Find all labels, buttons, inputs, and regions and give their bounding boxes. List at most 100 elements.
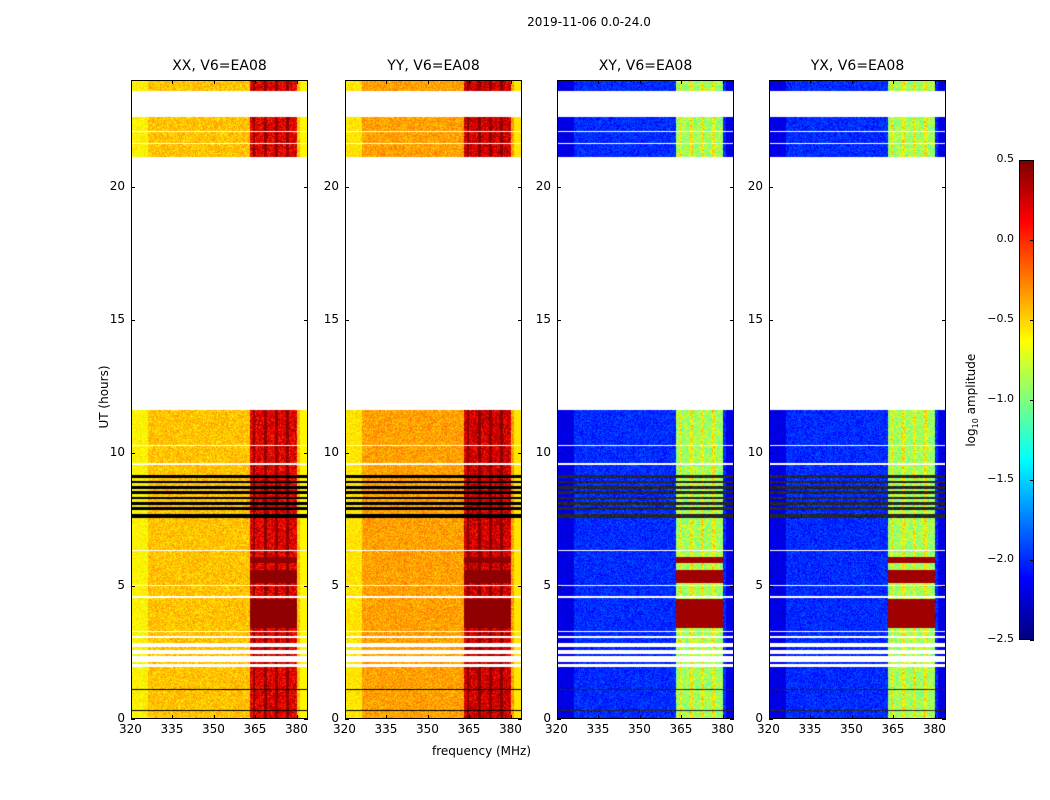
x-tick — [681, 715, 683, 719]
y-tick — [769, 452, 773, 454]
x-tick-label: 365 — [457, 722, 481, 736]
y-tick — [769, 319, 773, 321]
heatmap — [131, 80, 308, 719]
x-tick — [851, 715, 853, 719]
y-tick — [345, 319, 349, 321]
y-tick-label: 10 — [535, 444, 551, 459]
figure-title: 2019-11-06 0.0-24.0 — [527, 15, 651, 29]
y-tick — [131, 585, 135, 587]
x-tick-label: 350 — [839, 722, 863, 736]
colorbar-tick — [1030, 240, 1034, 241]
x-tick — [639, 715, 641, 719]
x-tick — [213, 80, 215, 84]
x-tick — [345, 80, 346, 84]
y-tick — [730, 319, 734, 321]
x-tick — [510, 715, 512, 719]
x-tick — [386, 715, 388, 719]
x-tick — [131, 80, 132, 84]
x-tick — [722, 80, 724, 84]
x-tick — [427, 715, 429, 719]
y-tick-label: 15 — [323, 311, 339, 326]
colorbar-tick — [1030, 400, 1034, 401]
y-tick — [769, 585, 773, 587]
y-tick-label: 5 — [117, 577, 125, 592]
y-tick — [304, 585, 308, 587]
y-tick — [557, 452, 561, 454]
y-tick — [304, 452, 308, 454]
x-tick — [557, 80, 558, 84]
x-tick — [681, 80, 683, 84]
colorbar-tick-label: −2.5 — [987, 632, 1014, 645]
y-tick — [942, 452, 946, 454]
y-tick-label: 10 — [323, 444, 339, 459]
axes-frame — [131, 80, 308, 719]
x-tick — [810, 715, 812, 719]
y-tick — [304, 719, 308, 720]
y-tick-label: 15 — [535, 311, 551, 326]
y-tick-label: 5 — [755, 577, 763, 592]
x-tick — [255, 80, 257, 84]
x-tick — [386, 80, 388, 84]
y-tick-label: 10 — [747, 444, 763, 459]
x-tick — [810, 80, 812, 84]
y-tick — [518, 186, 522, 188]
x-tick-label: 320 — [333, 722, 356, 736]
x-tick-label: 380 — [284, 722, 308, 736]
y-tick — [131, 452, 135, 454]
x-tick — [722, 715, 724, 719]
colorbar-tick — [1030, 560, 1034, 561]
x-tick — [469, 715, 471, 719]
colorbar-tick-label: 0.0 — [996, 232, 1015, 245]
y-tick-label: 0 — [755, 711, 763, 725]
panel-title: YY, V6=EA08 — [387, 58, 480, 74]
axes-frame — [345, 80, 522, 719]
panel-title: XY, V6=EA08 — [598, 58, 693, 74]
colorbar-tick-label: 0.5 — [996, 152, 1015, 165]
y-tick — [518, 319, 522, 321]
heatmap — [345, 80, 522, 719]
x-tick — [213, 715, 215, 719]
y-tick — [518, 452, 522, 454]
y-tick — [769, 719, 773, 720]
y-tick — [345, 719, 349, 720]
y-tick-label: 5 — [331, 577, 339, 592]
panel-2: XY, V6=EA08 320 335 350 365 380 0 5 10 15 20 — [536, 58, 734, 736]
x-tick — [469, 80, 471, 84]
y-tick — [557, 585, 561, 587]
colorbar-tick — [1030, 160, 1034, 161]
x-tick — [598, 715, 600, 719]
y-tick — [518, 719, 522, 720]
y-tick-label: 20 — [535, 178, 551, 193]
colorbar-tick-label: −2.0 — [987, 552, 1014, 565]
heatmap — [769, 80, 946, 719]
y-axis-label: UT (hours) — [97, 365, 111, 429]
x-tick — [769, 715, 770, 719]
x-tick — [172, 80, 174, 84]
y-tick — [345, 452, 349, 454]
colorbar-tick-label: −0.5 — [987, 312, 1014, 325]
x-tick-label: 380 — [710, 722, 734, 736]
x-tick-label: 350 — [627, 722, 651, 736]
colorbar-tick-label: −1.5 — [987, 472, 1014, 485]
x-tick — [255, 715, 257, 719]
x-tick — [296, 715, 298, 719]
x-tick — [934, 715, 936, 719]
y-tick — [942, 319, 946, 321]
panel-title: YX, V6=EA08 — [810, 58, 905, 74]
x-tick — [769, 80, 770, 84]
heatmap — [557, 80, 734, 719]
y-tick-label: 20 — [109, 178, 125, 193]
x-tick-label: 380 — [922, 722, 946, 736]
x-tick — [345, 715, 346, 719]
x-tick — [893, 715, 895, 719]
y-tick-label: 15 — [747, 311, 763, 326]
x-tick — [598, 80, 600, 84]
y-tick — [345, 585, 349, 587]
colorbar-tick — [1030, 480, 1034, 481]
y-tick-label: 10 — [109, 444, 125, 459]
x-tick — [851, 80, 853, 84]
y-tick — [304, 186, 308, 188]
x-tick-label: 320 — [545, 722, 568, 736]
y-tick-label: 20 — [747, 178, 763, 193]
